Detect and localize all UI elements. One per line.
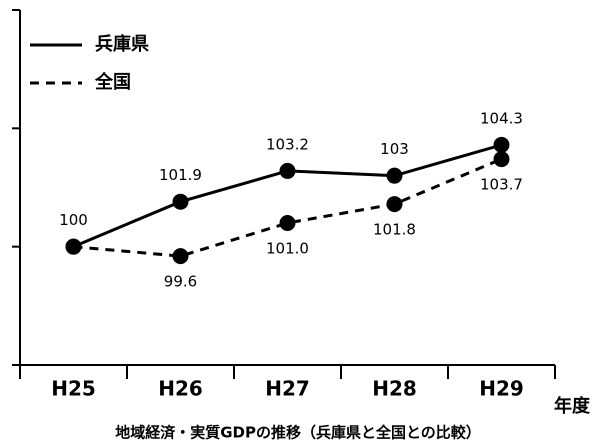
data-label: 104.3 [480, 109, 523, 127]
x-tick-label: H27 [265, 377, 310, 401]
x-tick-label: H25 [51, 377, 96, 401]
data-point [386, 167, 403, 184]
data-label: 103 [380, 140, 409, 158]
data-point [279, 162, 296, 179]
data-label: 103.7 [480, 176, 523, 194]
series-line [72, 143, 502, 249]
legend-label: 全国 [94, 71, 131, 93]
data-point [493, 151, 510, 168]
legend-label: 兵庫県 [95, 33, 149, 55]
data-point [493, 136, 510, 153]
data-label: 103.2 [266, 135, 309, 153]
x-tick-label: H29 [479, 377, 524, 401]
data-point [172, 193, 189, 210]
x-tick-label: H28 [372, 377, 417, 401]
data-label: 101.9 [159, 166, 202, 184]
x-tick-label: H26 [158, 377, 203, 401]
data-point [172, 248, 189, 265]
x-axis-label: 年度 [554, 395, 591, 417]
chart-title: 地域経済・実質GDPの推移（兵庫県と全国との比較） [115, 424, 481, 442]
data-label: 99.6 [164, 273, 197, 291]
data-label: 101.0 [266, 240, 309, 258]
data-point [279, 215, 296, 231]
data-label: 101.8 [373, 221, 416, 239]
data-point [65, 238, 82, 255]
data-label: 100 [59, 211, 88, 229]
series-line [73, 157, 503, 258]
data-point [386, 196, 403, 213]
